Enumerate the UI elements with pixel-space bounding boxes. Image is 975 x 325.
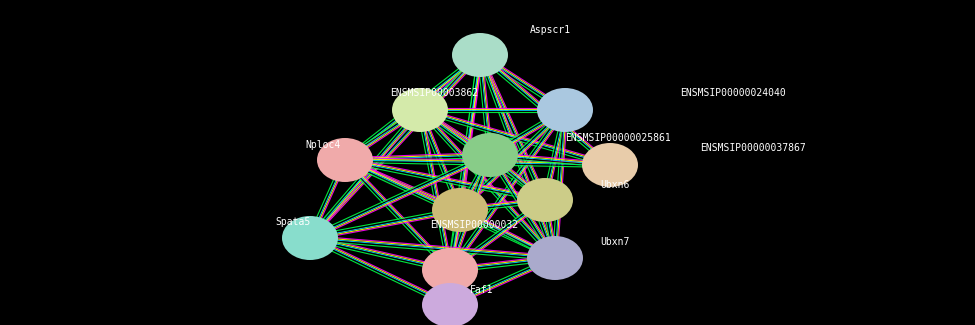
Text: Faf1: Faf1 (470, 285, 493, 295)
Ellipse shape (537, 88, 593, 132)
Ellipse shape (452, 33, 508, 77)
Text: ENSMSIP00000032: ENSMSIP00000032 (430, 220, 518, 230)
Text: ENSMSIP00003862: ENSMSIP00003862 (390, 88, 478, 98)
Ellipse shape (392, 88, 448, 132)
Text: Ubxn6: Ubxn6 (600, 180, 630, 190)
Text: ENSMSIP00000025861: ENSMSIP00000025861 (565, 133, 671, 143)
Text: Spata5: Spata5 (275, 217, 310, 227)
Ellipse shape (282, 216, 338, 260)
Text: Ubxn7: Ubxn7 (600, 237, 630, 247)
Text: Aspscr1: Aspscr1 (530, 25, 571, 35)
Ellipse shape (317, 138, 373, 182)
Text: Nploc4: Nploc4 (305, 140, 340, 150)
Ellipse shape (582, 143, 638, 187)
Ellipse shape (422, 248, 478, 292)
Ellipse shape (527, 236, 583, 280)
Ellipse shape (432, 188, 488, 232)
Ellipse shape (517, 178, 573, 222)
Text: ENSMSIP00000037867: ENSMSIP00000037867 (700, 143, 805, 153)
Ellipse shape (422, 283, 478, 325)
Ellipse shape (462, 133, 518, 177)
Text: ENSMSIP00000024040: ENSMSIP00000024040 (680, 88, 786, 98)
